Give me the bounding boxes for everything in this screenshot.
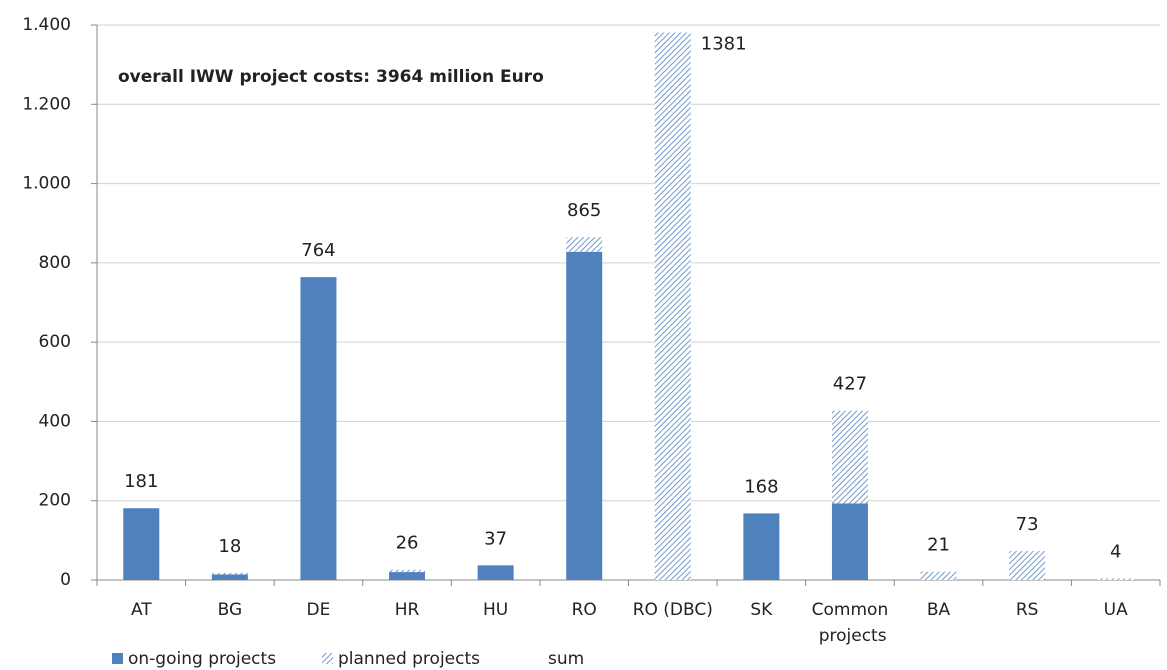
sum-label: 181 — [124, 471, 158, 492]
sum-label: 1381 — [701, 34, 747, 55]
sum-label: 168 — [744, 476, 778, 497]
y-tick-label: 400 — [39, 411, 71, 431]
annotation: overall IWW project costs: 3964 million … — [118, 67, 544, 87]
sum-label: 4 — [1110, 541, 1121, 562]
y-tick-label: 0 — [60, 570, 71, 590]
bar-segment — [123, 508, 160, 580]
x-tick-label: HU — [483, 600, 508, 620]
y-tick-label: 800 — [39, 253, 71, 273]
bar-segment — [389, 569, 426, 573]
legend-swatch — [322, 653, 333, 664]
x-tick-label: AT — [131, 600, 152, 620]
y-tick-label: 200 — [39, 491, 71, 511]
bar-segment — [920, 571, 957, 580]
bar-segment — [743, 513, 780, 580]
y-tick-label: 1.400 — [22, 15, 71, 35]
sum-label: 427 — [833, 374, 867, 395]
x-tick-label: Common projects — [812, 600, 889, 646]
x-tick-label: RO (DBC) — [633, 600, 713, 620]
sum-label: 865 — [567, 200, 601, 221]
sum-label: 18 — [218, 536, 241, 557]
y-tick-label: 1.200 — [22, 94, 71, 114]
bar-segment — [831, 503, 868, 580]
bar-segment — [566, 237, 603, 252]
x-tick-label: BG — [218, 600, 243, 620]
x-tick-label: DE — [307, 600, 331, 620]
bar-segment — [1009, 551, 1046, 580]
bar-segment — [211, 572, 248, 575]
x-tick-label: SK — [750, 600, 773, 620]
y-tick-label: 1.000 — [22, 174, 71, 194]
bar-segment — [654, 32, 691, 580]
sum-label: 21 — [927, 535, 950, 556]
legend-label: on-going projects — [128, 649, 276, 669]
x-tick-label: RO — [572, 600, 597, 620]
y-tick-label: 600 — [39, 332, 71, 352]
bar-segment — [566, 251, 603, 580]
bar-segment — [211, 574, 248, 580]
legend-swatch — [112, 653, 123, 664]
sum-label: 73 — [1016, 514, 1039, 535]
x-tick-label: HR — [395, 600, 420, 620]
bar-segment — [831, 410, 868, 504]
sum-label: 37 — [484, 528, 507, 549]
x-tick-label: BA — [927, 600, 951, 620]
bar-segment — [1097, 578, 1134, 580]
bar-segment — [477, 565, 514, 580]
legend-label: sum — [548, 649, 584, 669]
x-tick-label: UA — [1104, 600, 1128, 620]
sum-label: 764 — [301, 240, 335, 261]
sum-label: 26 — [396, 533, 419, 554]
legend-label: planned projects — [338, 649, 480, 669]
bar-segment — [300, 277, 337, 580]
bar-segment — [389, 572, 426, 580]
x-tick-label: RS — [1016, 600, 1039, 620]
